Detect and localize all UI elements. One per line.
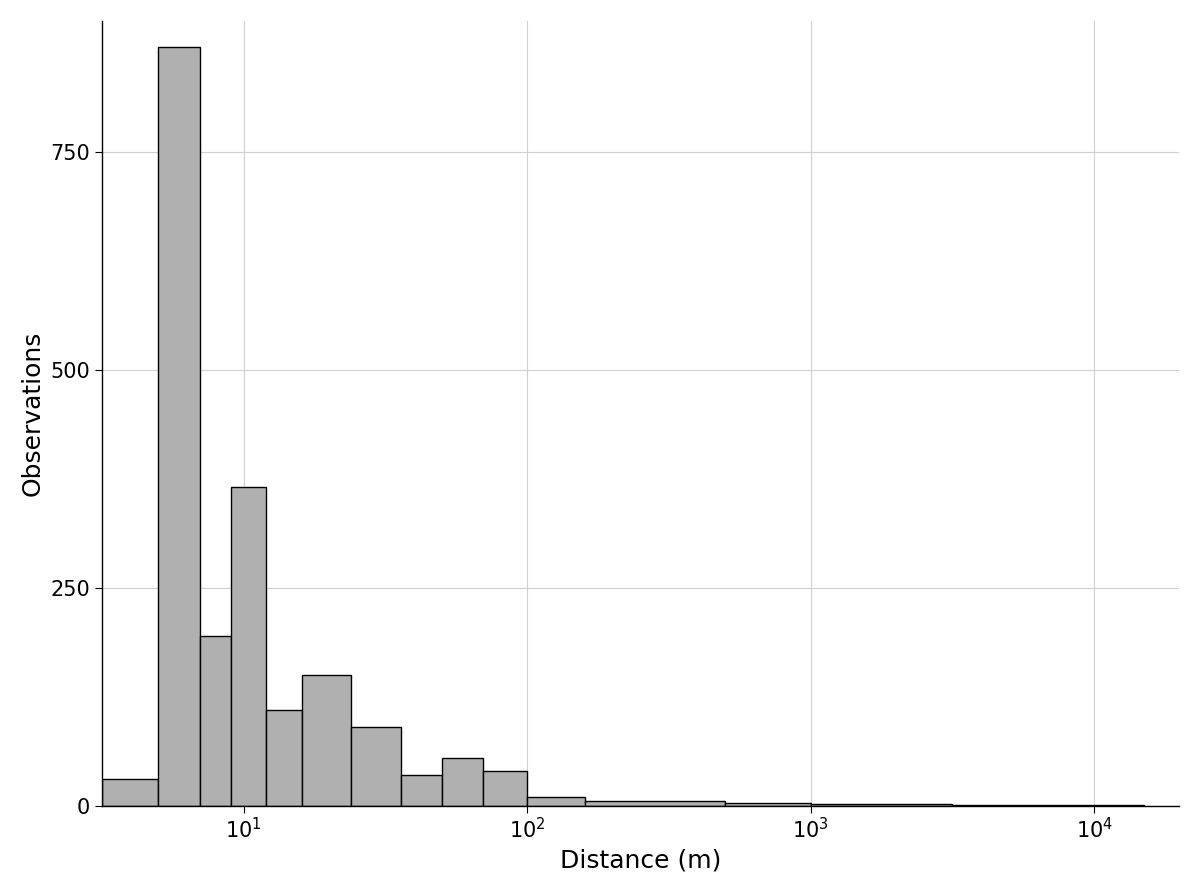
Bar <box>230 488 266 805</box>
Y-axis label: Observations: Observations <box>20 330 44 496</box>
Bar <box>811 804 953 805</box>
X-axis label: Distance (m): Distance (m) <box>560 848 721 872</box>
Bar <box>401 775 442 805</box>
Bar <box>352 727 401 805</box>
Bar <box>584 801 725 805</box>
Bar <box>725 803 811 805</box>
Bar <box>527 797 584 805</box>
Bar <box>266 710 301 805</box>
Bar <box>442 757 484 805</box>
Bar <box>158 47 199 805</box>
Bar <box>102 780 158 805</box>
Bar <box>484 771 527 805</box>
Bar <box>199 636 230 805</box>
Bar <box>301 675 352 805</box>
